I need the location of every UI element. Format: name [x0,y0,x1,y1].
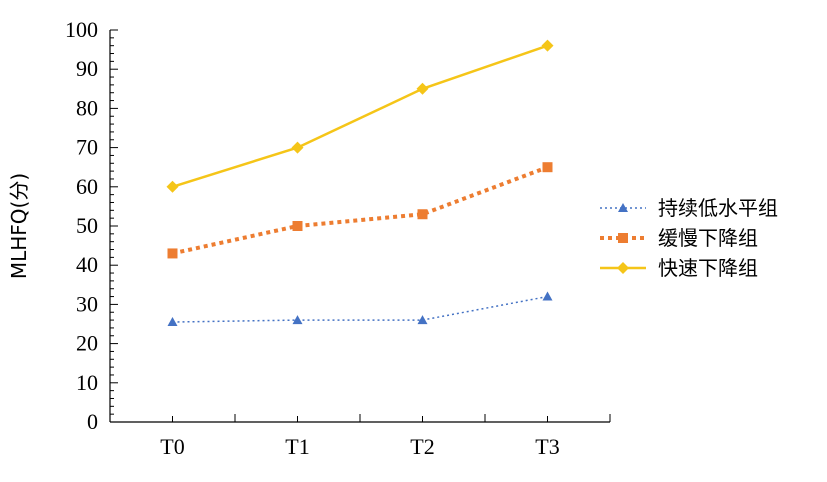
y-tick-label: 50 [76,213,98,238]
legend-marker [617,262,629,274]
legend-item: 缓慢下降组 [600,226,758,250]
series-group [166,39,554,193]
legend-item: 持续低水平组 [600,196,778,220]
legend-marker [618,203,628,212]
x-tick-labels: T0 T1 T2 T3 [160,434,559,459]
data-point [166,180,179,193]
y-tick-label: 20 [76,331,98,356]
y-tick-label: 80 [76,95,98,120]
y-tick-label: 70 [76,135,98,160]
axes [109,29,611,423]
data-point [292,315,303,325]
y-tick-label: 60 [76,174,98,199]
series-layer [166,39,554,327]
legend-label: 快速下降组 [658,256,758,280]
x-tick-label: T1 [285,434,309,459]
data-point [167,317,178,327]
data-point [542,291,553,301]
series-group [167,162,553,259]
data-point [167,248,178,259]
data-point [417,315,428,325]
series-group [167,291,553,327]
legend-item: 快速下降组 [600,256,758,280]
data-point [416,82,429,95]
data-point [292,221,303,231]
series-line [172,295,548,323]
y-tick-label: 100 [65,17,98,42]
legend-label: 缓慢下降组 [658,226,758,250]
x-tick-label: T3 [535,434,559,459]
y-tick-labels: 0 10 20 30 40 50 60 70 80 90 100 [65,17,98,434]
x-tick-label: T0 [160,434,184,459]
data-point [541,39,554,52]
y-tick-label: 40 [76,252,98,277]
y-axis-title: MLHFQ(分) [7,173,31,279]
x-tick-label: T2 [410,434,434,459]
legend-marker [618,233,628,243]
data-point [417,209,428,220]
legend-label: 持续低水平组 [658,196,778,220]
y-tick-label: 30 [76,291,98,316]
series-line [172,44,548,188]
series-line [172,165,549,256]
y-tick-label: 0 [87,409,98,434]
y-tick-label: 90 [76,56,98,81]
data-point [291,141,304,154]
y-tick-label: 10 [76,370,98,395]
data-point [542,162,553,173]
